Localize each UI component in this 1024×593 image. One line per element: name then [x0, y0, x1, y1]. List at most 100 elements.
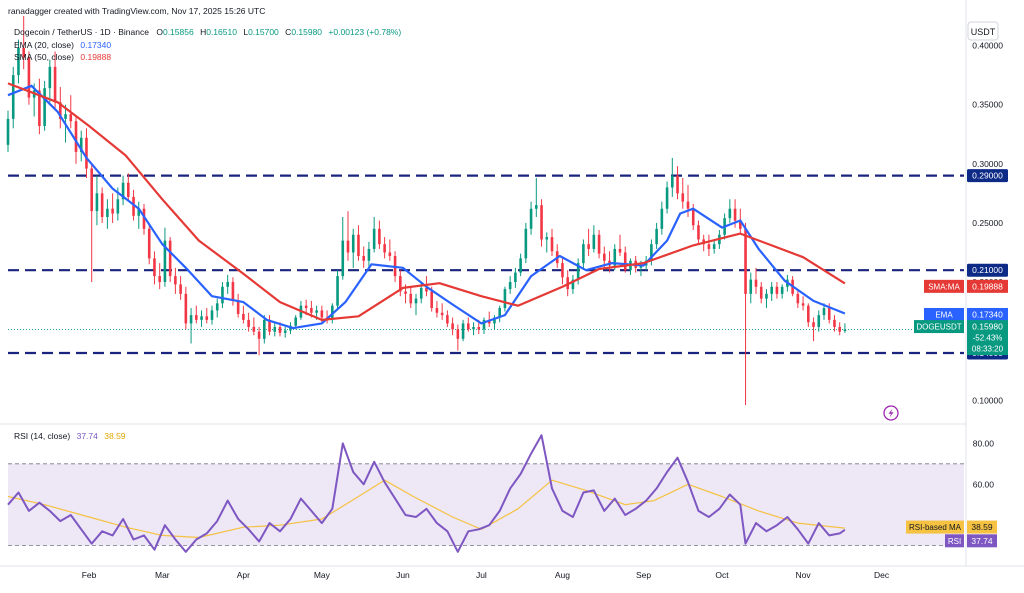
- sma-tag-label-box: [924, 279, 964, 293]
- candle-body: [801, 303, 805, 306]
- candle-body: [623, 252, 627, 271]
- sma-legend-label: SMA (50, close): [14, 52, 74, 62]
- sma-legend: SMA (50, close) 0.19888: [14, 52, 111, 62]
- rsi-band-fill: [8, 463, 964, 546]
- candle-body: [508, 282, 512, 290]
- candle-body: [195, 315, 198, 320]
- candle-body: [79, 137, 83, 152]
- candle-body: [430, 291, 433, 309]
- candle-body: [17, 47, 20, 76]
- candle-body: [744, 228, 747, 294]
- candle-body: [38, 90, 41, 126]
- symbol-title: Dogecoin / TetherUS · 1D · Binance: [14, 27, 149, 37]
- chart-credit: ranadagger created with TradingView.com,…: [8, 6, 266, 16]
- candle-body: [514, 272, 517, 283]
- candle-body: [749, 279, 753, 294]
- lightning-icon[interactable]: [883, 405, 899, 421]
- candle-body: [812, 322, 815, 327]
- ema-tag-label-box: [924, 307, 964, 321]
- candle-body: [106, 208, 109, 217]
- rsi-ma-tag: RSI-based MA: [909, 523, 962, 532]
- sma-tag-value: 0.19888: [972, 281, 1003, 291]
- rsi-legend-value: 37.74: [76, 431, 98, 441]
- candle-body: [147, 228, 151, 259]
- candle-body: [137, 208, 141, 216]
- price-axis-tick: 0.35000: [972, 100, 1003, 110]
- candle-body: [498, 308, 501, 318]
- candle-body: [822, 308, 826, 316]
- candle-body: [242, 313, 245, 320]
- candle-body: [582, 244, 585, 264]
- candle-body: [27, 57, 31, 98]
- candle-body: [304, 305, 308, 309]
- candle-body: [341, 240, 345, 277]
- candle-body: [435, 308, 439, 313]
- candle-body: [419, 287, 423, 299]
- ema-legend-value: 0.17340: [80, 40, 112, 50]
- candle-body: [64, 114, 67, 119]
- candle-body: [367, 248, 371, 261]
- candle-body: [707, 244, 711, 249]
- candle-body: [524, 228, 528, 259]
- ohlc-open: O0.15856: [156, 27, 194, 37]
- rsi-value-box: [967, 534, 997, 548]
- candle-body: [252, 326, 256, 332]
- level-label-box: [967, 263, 1008, 277]
- price-axis-tick: 0.10000: [972, 395, 1003, 405]
- candle-body: [425, 287, 428, 292]
- candle-body: [833, 319, 836, 327]
- rsi-axis-tick: 60.00: [973, 479, 995, 489]
- candle-body: [676, 175, 679, 194]
- candle-body: [357, 234, 360, 257]
- rsi-ma-value-box: [967, 520, 997, 534]
- rsi-tag: RSI: [948, 537, 961, 546]
- candle-body: [11, 75, 15, 119]
- candle-body: [404, 291, 407, 294]
- last-price-value: 0.15980: [972, 322, 1003, 332]
- rsi-ma-legend-value: 38.59: [104, 431, 126, 441]
- candle-body: [53, 66, 57, 103]
- candle-body: [414, 298, 418, 304]
- candle-body: [467, 323, 470, 330]
- candle-body: [189, 315, 193, 324]
- candle-body: [545, 237, 549, 240]
- candle-body: [686, 201, 690, 209]
- candle-body: [843, 329, 847, 332]
- candle-body: [461, 323, 465, 339]
- last-price-box: [967, 320, 1008, 356]
- candle-body: [215, 303, 219, 311]
- candle-body: [550, 237, 554, 252]
- price-axis-tick: 0.25000: [972, 218, 1003, 228]
- candle-body: [561, 263, 564, 278]
- candle-body: [200, 316, 203, 320]
- candle-body: [315, 310, 318, 313]
- candle-body: [100, 193, 104, 217]
- rsi-tag-box: [945, 534, 964, 548]
- candle-body: [127, 182, 130, 197]
- candle-body: [618, 248, 622, 253]
- candle-body: [817, 315, 821, 327]
- candle-body: [728, 208, 732, 219]
- candle-body: [6, 118, 10, 145]
- ema-legend-label: EMA (20, close): [14, 40, 74, 50]
- time-axis-tick: Oct: [715, 570, 729, 580]
- candle-body: [681, 193, 685, 202]
- candle-body: [294, 317, 297, 326]
- candle-body: [493, 317, 496, 324]
- candle-body: [655, 228, 658, 245]
- candle-body: [613, 248, 617, 266]
- candle-body: [95, 193, 99, 212]
- candle-body: [697, 225, 700, 240]
- candle-body: [597, 234, 601, 254]
- candle-body: [440, 312, 444, 316]
- candle-body: [116, 199, 120, 214]
- candle-body: [770, 286, 773, 294]
- candle-body: [168, 240, 172, 277]
- level-label-box: [967, 169, 1008, 183]
- candle-body: [268, 319, 271, 332]
- candle-body: [310, 308, 313, 313]
- candle-body: [132, 196, 135, 216]
- candle-body: [320, 310, 324, 318]
